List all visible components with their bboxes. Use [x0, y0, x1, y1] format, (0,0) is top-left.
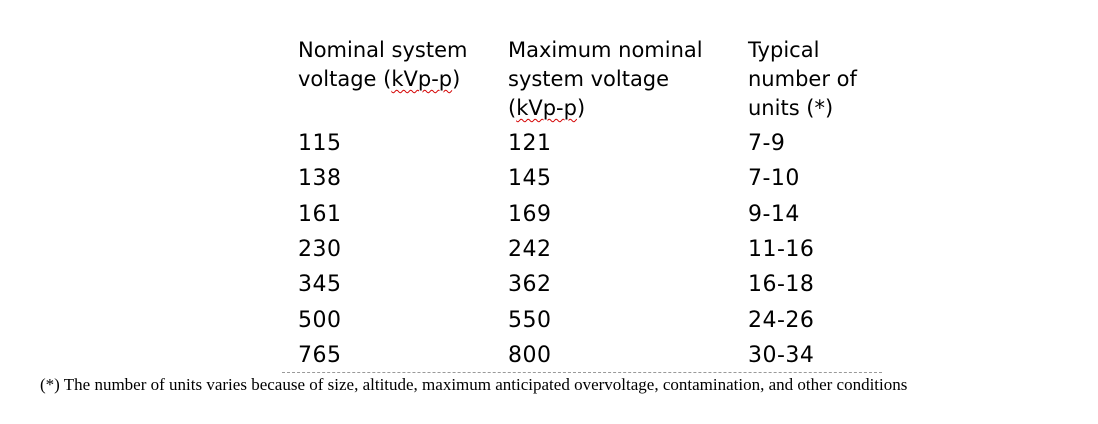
footnote-divider [282, 372, 882, 373]
spellcheck-underlined-unit: kVp-p [391, 67, 453, 91]
typical-units-cell: 24-26 [748, 307, 815, 333]
voltage-table: Nominal system voltage (kVp-p) Maximum n… [298, 36, 888, 373]
nominal-voltage-cell: 161 [298, 201, 342, 227]
typical-units-cell: 7-9 [748, 131, 786, 157]
typical-units-cell: 7-10 [748, 166, 800, 192]
nominal-voltage-cell: 115 [298, 131, 342, 157]
footnote: (*) The number of units varies because o… [40, 375, 908, 394]
table-row: 765 800 30-34 [298, 338, 888, 373]
maximum-voltage-cell: 550 [508, 307, 552, 333]
table-header-row: Nominal system voltage (kVp-p) Maximum n… [298, 36, 888, 126]
nominal-voltage-cell: 345 [298, 272, 342, 298]
nominal-voltage-cell: 765 [298, 342, 342, 368]
spellcheck-underlined-unit: kVp-p [516, 96, 577, 120]
table-row: 345 362 16-18 [298, 267, 888, 302]
table-row: 115 121 7-9 [298, 126, 888, 161]
nominal-voltage-cell: 230 [298, 237, 342, 263]
header-maximum-voltage: Maximum nominal system voltage (kVp-p) [508, 38, 703, 120]
table-row: 500 550 24-26 [298, 302, 888, 337]
typical-units-cell: 30-34 [748, 342, 815, 368]
table-row: 230 242 11-16 [298, 232, 888, 267]
table-row: 138 145 7-10 [298, 161, 888, 196]
header-nominal-voltage: Nominal system voltage (kVp-p) [298, 38, 468, 91]
maximum-voltage-cell: 121 [508, 131, 552, 157]
typical-units-cell: 11-16 [748, 237, 815, 263]
maximum-voltage-cell: 362 [508, 272, 552, 298]
header-typical-units: Typical number of units (*) [748, 38, 857, 120]
nominal-voltage-cell: 500 [298, 307, 342, 333]
typical-units-cell: 16-18 [748, 272, 815, 298]
maximum-voltage-cell: 800 [508, 342, 552, 368]
table-row: 161 169 9-14 [298, 197, 888, 232]
maximum-voltage-cell: 145 [508, 166, 552, 192]
typical-units-cell: 9-14 [748, 201, 800, 227]
nominal-voltage-cell: 138 [298, 166, 342, 192]
maximum-voltage-cell: 242 [508, 237, 552, 263]
maximum-voltage-cell: 169 [508, 201, 552, 227]
